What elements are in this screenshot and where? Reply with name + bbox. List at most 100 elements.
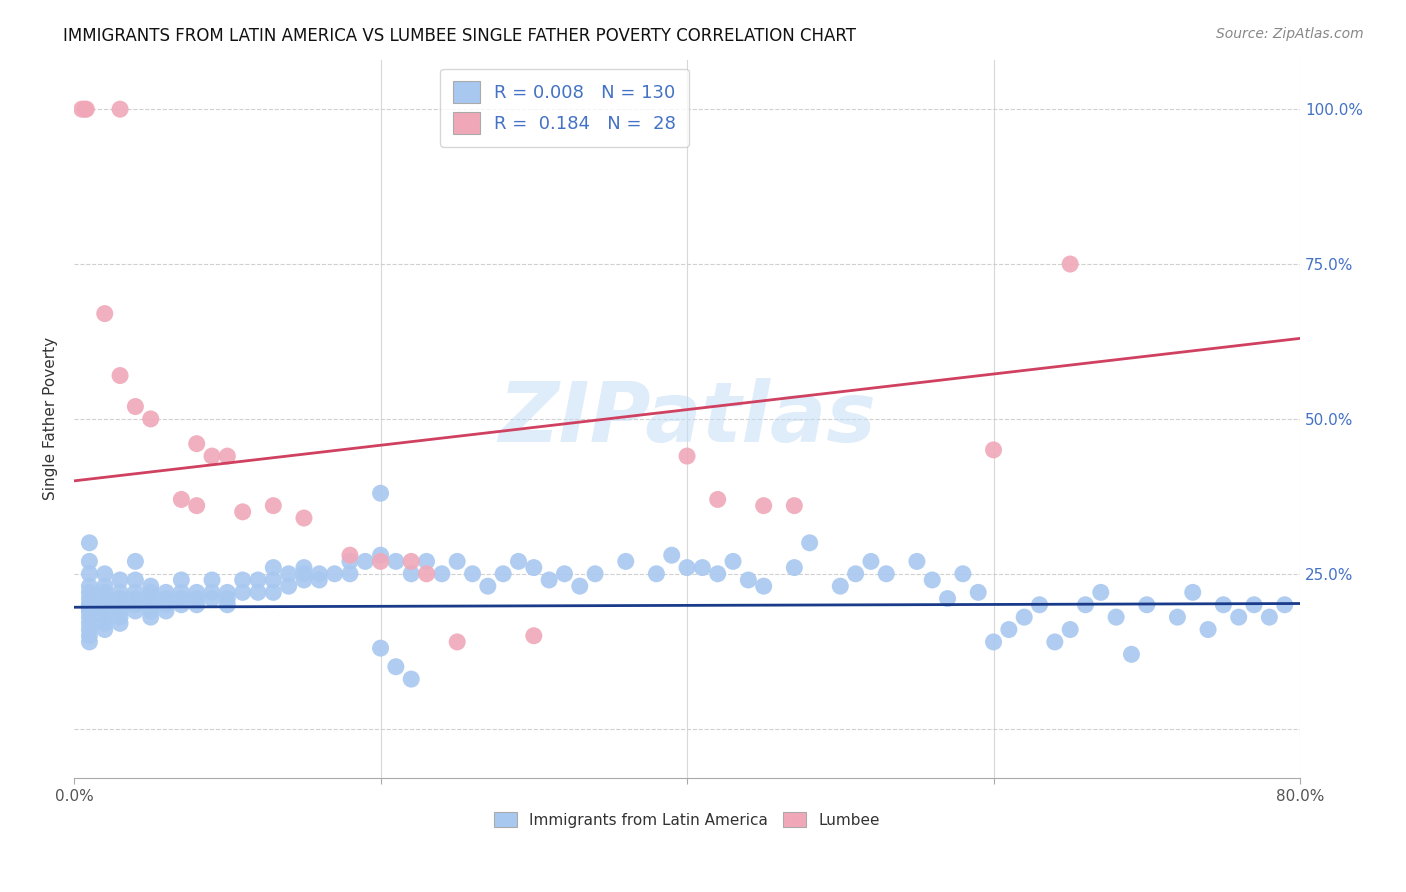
Point bbox=[124, 591, 146, 606]
Point bbox=[73, 102, 96, 116]
Point bbox=[370, 486, 392, 500]
Point bbox=[201, 585, 224, 599]
Point bbox=[538, 573, 561, 587]
Point bbox=[385, 554, 408, 568]
Point bbox=[661, 548, 683, 562]
Point bbox=[783, 499, 806, 513]
Point bbox=[232, 585, 254, 599]
Point bbox=[108, 585, 131, 599]
Point bbox=[676, 560, 699, 574]
Point bbox=[79, 566, 101, 581]
Text: ZIPatlas: ZIPatlas bbox=[498, 378, 876, 459]
Point bbox=[139, 579, 162, 593]
Point bbox=[246, 573, 269, 587]
Point bbox=[1181, 585, 1204, 599]
Point bbox=[108, 368, 131, 383]
Point bbox=[875, 566, 897, 581]
Point bbox=[186, 436, 208, 450]
Point bbox=[79, 623, 101, 637]
Point bbox=[1074, 598, 1097, 612]
Point bbox=[292, 560, 315, 574]
Point bbox=[477, 579, 499, 593]
Point bbox=[217, 585, 239, 599]
Point bbox=[277, 579, 299, 593]
Point bbox=[93, 623, 115, 637]
Point bbox=[93, 566, 115, 581]
Point bbox=[1197, 623, 1219, 637]
Point bbox=[170, 585, 193, 599]
Point bbox=[217, 598, 239, 612]
Point bbox=[139, 598, 162, 612]
Point bbox=[845, 566, 868, 581]
Point bbox=[262, 573, 284, 587]
Point bbox=[108, 616, 131, 631]
Point bbox=[1105, 610, 1128, 624]
Point bbox=[70, 102, 93, 116]
Point bbox=[553, 566, 575, 581]
Point bbox=[93, 604, 115, 618]
Point bbox=[108, 604, 131, 618]
Point bbox=[292, 566, 315, 581]
Point bbox=[952, 566, 974, 581]
Point bbox=[1059, 623, 1081, 637]
Point bbox=[983, 635, 1005, 649]
Point bbox=[79, 585, 101, 599]
Point bbox=[370, 554, 392, 568]
Point bbox=[1059, 257, 1081, 271]
Point bbox=[323, 566, 346, 581]
Point bbox=[399, 672, 422, 686]
Point bbox=[415, 566, 437, 581]
Point bbox=[93, 585, 115, 599]
Point bbox=[217, 591, 239, 606]
Point bbox=[1028, 598, 1050, 612]
Point bbox=[1136, 598, 1159, 612]
Point bbox=[1012, 610, 1035, 624]
Point bbox=[186, 585, 208, 599]
Y-axis label: Single Father Poverty: Single Father Poverty bbox=[44, 337, 58, 500]
Point bbox=[93, 616, 115, 631]
Point bbox=[1274, 598, 1296, 612]
Point bbox=[339, 548, 361, 562]
Point bbox=[155, 585, 177, 599]
Point bbox=[93, 307, 115, 321]
Point bbox=[262, 499, 284, 513]
Point bbox=[430, 566, 453, 581]
Point bbox=[737, 573, 759, 587]
Point bbox=[936, 591, 959, 606]
Point bbox=[1090, 585, 1112, 599]
Point bbox=[79, 598, 101, 612]
Point bbox=[108, 610, 131, 624]
Point bbox=[93, 591, 115, 606]
Text: IMMIGRANTS FROM LATIN AMERICA VS LUMBEE SINGLE FATHER POVERTY CORRELATION CHART: IMMIGRANTS FROM LATIN AMERICA VS LUMBEE … bbox=[63, 27, 856, 45]
Point bbox=[446, 554, 468, 568]
Point bbox=[217, 449, 239, 463]
Point bbox=[1258, 610, 1281, 624]
Point bbox=[1121, 648, 1143, 662]
Point bbox=[614, 554, 637, 568]
Point bbox=[568, 579, 591, 593]
Point bbox=[108, 102, 131, 116]
Point bbox=[706, 492, 728, 507]
Point bbox=[170, 573, 193, 587]
Point bbox=[108, 598, 131, 612]
Point bbox=[201, 591, 224, 606]
Point bbox=[79, 604, 101, 618]
Point bbox=[79, 629, 101, 643]
Point bbox=[139, 604, 162, 618]
Point bbox=[262, 585, 284, 599]
Point bbox=[79, 635, 101, 649]
Legend: Immigrants from Latin America, Lumbee: Immigrants from Latin America, Lumbee bbox=[486, 804, 887, 835]
Point bbox=[354, 554, 377, 568]
Point bbox=[523, 629, 546, 643]
Point bbox=[998, 623, 1021, 637]
Point bbox=[385, 659, 408, 673]
Point bbox=[108, 591, 131, 606]
Point bbox=[799, 536, 821, 550]
Point bbox=[124, 400, 146, 414]
Point bbox=[292, 511, 315, 525]
Point bbox=[124, 573, 146, 587]
Point bbox=[79, 598, 101, 612]
Point bbox=[706, 566, 728, 581]
Point bbox=[155, 604, 177, 618]
Point bbox=[232, 505, 254, 519]
